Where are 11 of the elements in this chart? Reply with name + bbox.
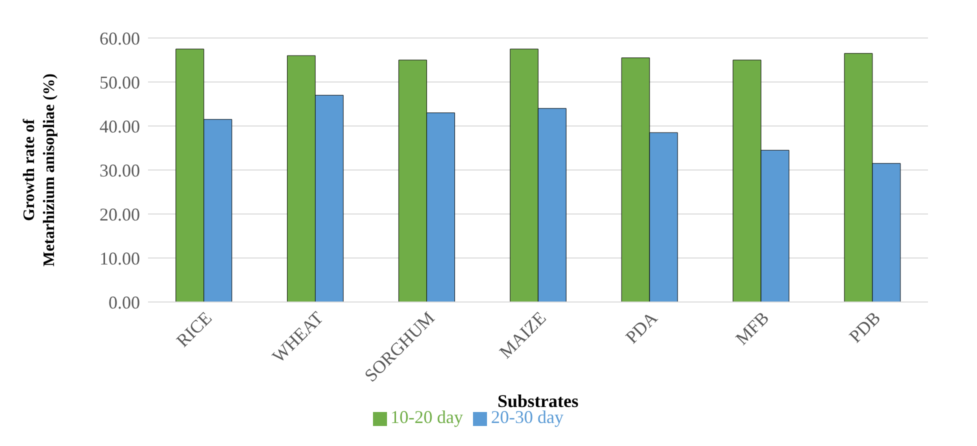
- y-tick-label: 40.00: [100, 116, 140, 136]
- y-tick-label: 20.00: [100, 204, 140, 224]
- y-tick-label: 60.00: [100, 28, 140, 48]
- y-tick-label: 50.00: [100, 72, 140, 92]
- y-tick-label: 10.00: [100, 248, 140, 268]
- y-axis-title: Growth rate of Metarhizium anisopliae (%): [21, 74, 58, 266]
- legend-label: 10-20 day: [390, 407, 463, 427]
- x-tick-label: PDA: [622, 308, 662, 348]
- y-tick-label: 0.00: [108, 292, 140, 312]
- x-tick-label: PDB: [845, 308, 884, 347]
- y-tick-label: 30.00: [100, 160, 140, 180]
